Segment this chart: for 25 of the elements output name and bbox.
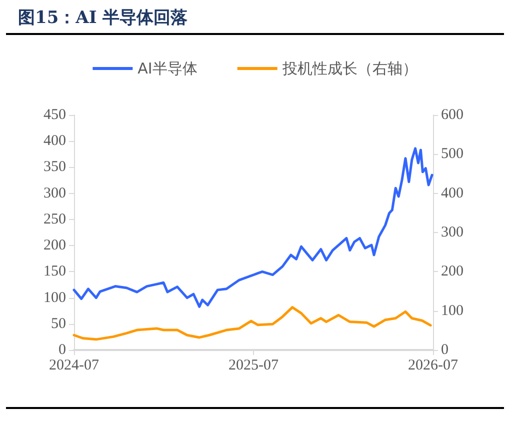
y-tick-label: 50 xyxy=(51,316,66,332)
line-series xyxy=(72,306,432,341)
legend-label: AI半导体 xyxy=(138,60,198,78)
y-tick-label: 450 xyxy=(44,107,66,123)
x-tick-label: 2026-07 xyxy=(408,358,458,374)
y-tick-label: 400 xyxy=(44,133,66,150)
line-series xyxy=(72,147,434,308)
chart-title: 图15：AI 半导体回落 xyxy=(18,7,188,29)
x-tick-label: 2024-07 xyxy=(49,358,100,374)
y-tick-label: 200 xyxy=(44,238,66,254)
y-tick-label: 100 xyxy=(44,290,66,306)
legend-label: 投机性成长（右轴） xyxy=(281,60,418,78)
y2-tick-label: 600 xyxy=(441,107,464,123)
y-tick-label: 0 xyxy=(58,342,66,358)
y-tick-label: 300 xyxy=(44,185,66,202)
y-tick-label: 350 xyxy=(44,159,66,176)
y2-tick-label: 300 xyxy=(441,224,464,240)
x-tick-label: 2025-07 xyxy=(228,358,279,374)
y-tick-label: 150 xyxy=(44,264,66,280)
y2-tick-label: 400 xyxy=(441,185,464,202)
y2-tick-label: 100 xyxy=(441,302,464,319)
y2-tick-label: 200 xyxy=(441,264,464,280)
y2-tick-label: 500 xyxy=(441,146,464,162)
y2-tick-label: 0 xyxy=(441,342,448,358)
y-tick-label: 250 xyxy=(44,211,66,228)
